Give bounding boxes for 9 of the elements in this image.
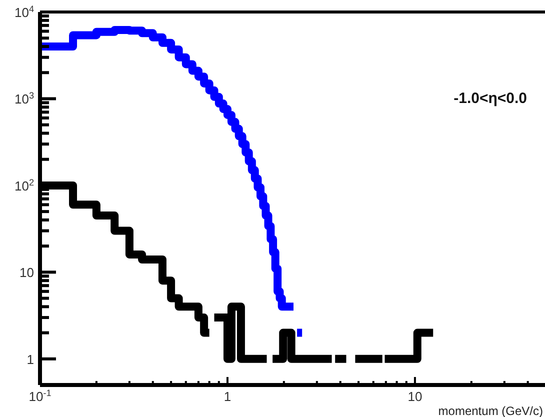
- y-tick-label: 10: [20, 265, 34, 280]
- x-tick-label: 10$^{-1}$: [28, 388, 52, 404]
- x-tick-label: 10: [408, 389, 422, 404]
- annotation: -1.0<η<0.0: [454, 90, 527, 107]
- x-tick-label: 1: [224, 389, 232, 404]
- y-tick-label: 10$^{3}$: [14, 90, 34, 107]
- y-tick-label: 10$^{4}$: [14, 4, 34, 20]
- y-tick-label: 10$^{2}$: [14, 177, 34, 194]
- y-tick-label: 1: [26, 352, 34, 367]
